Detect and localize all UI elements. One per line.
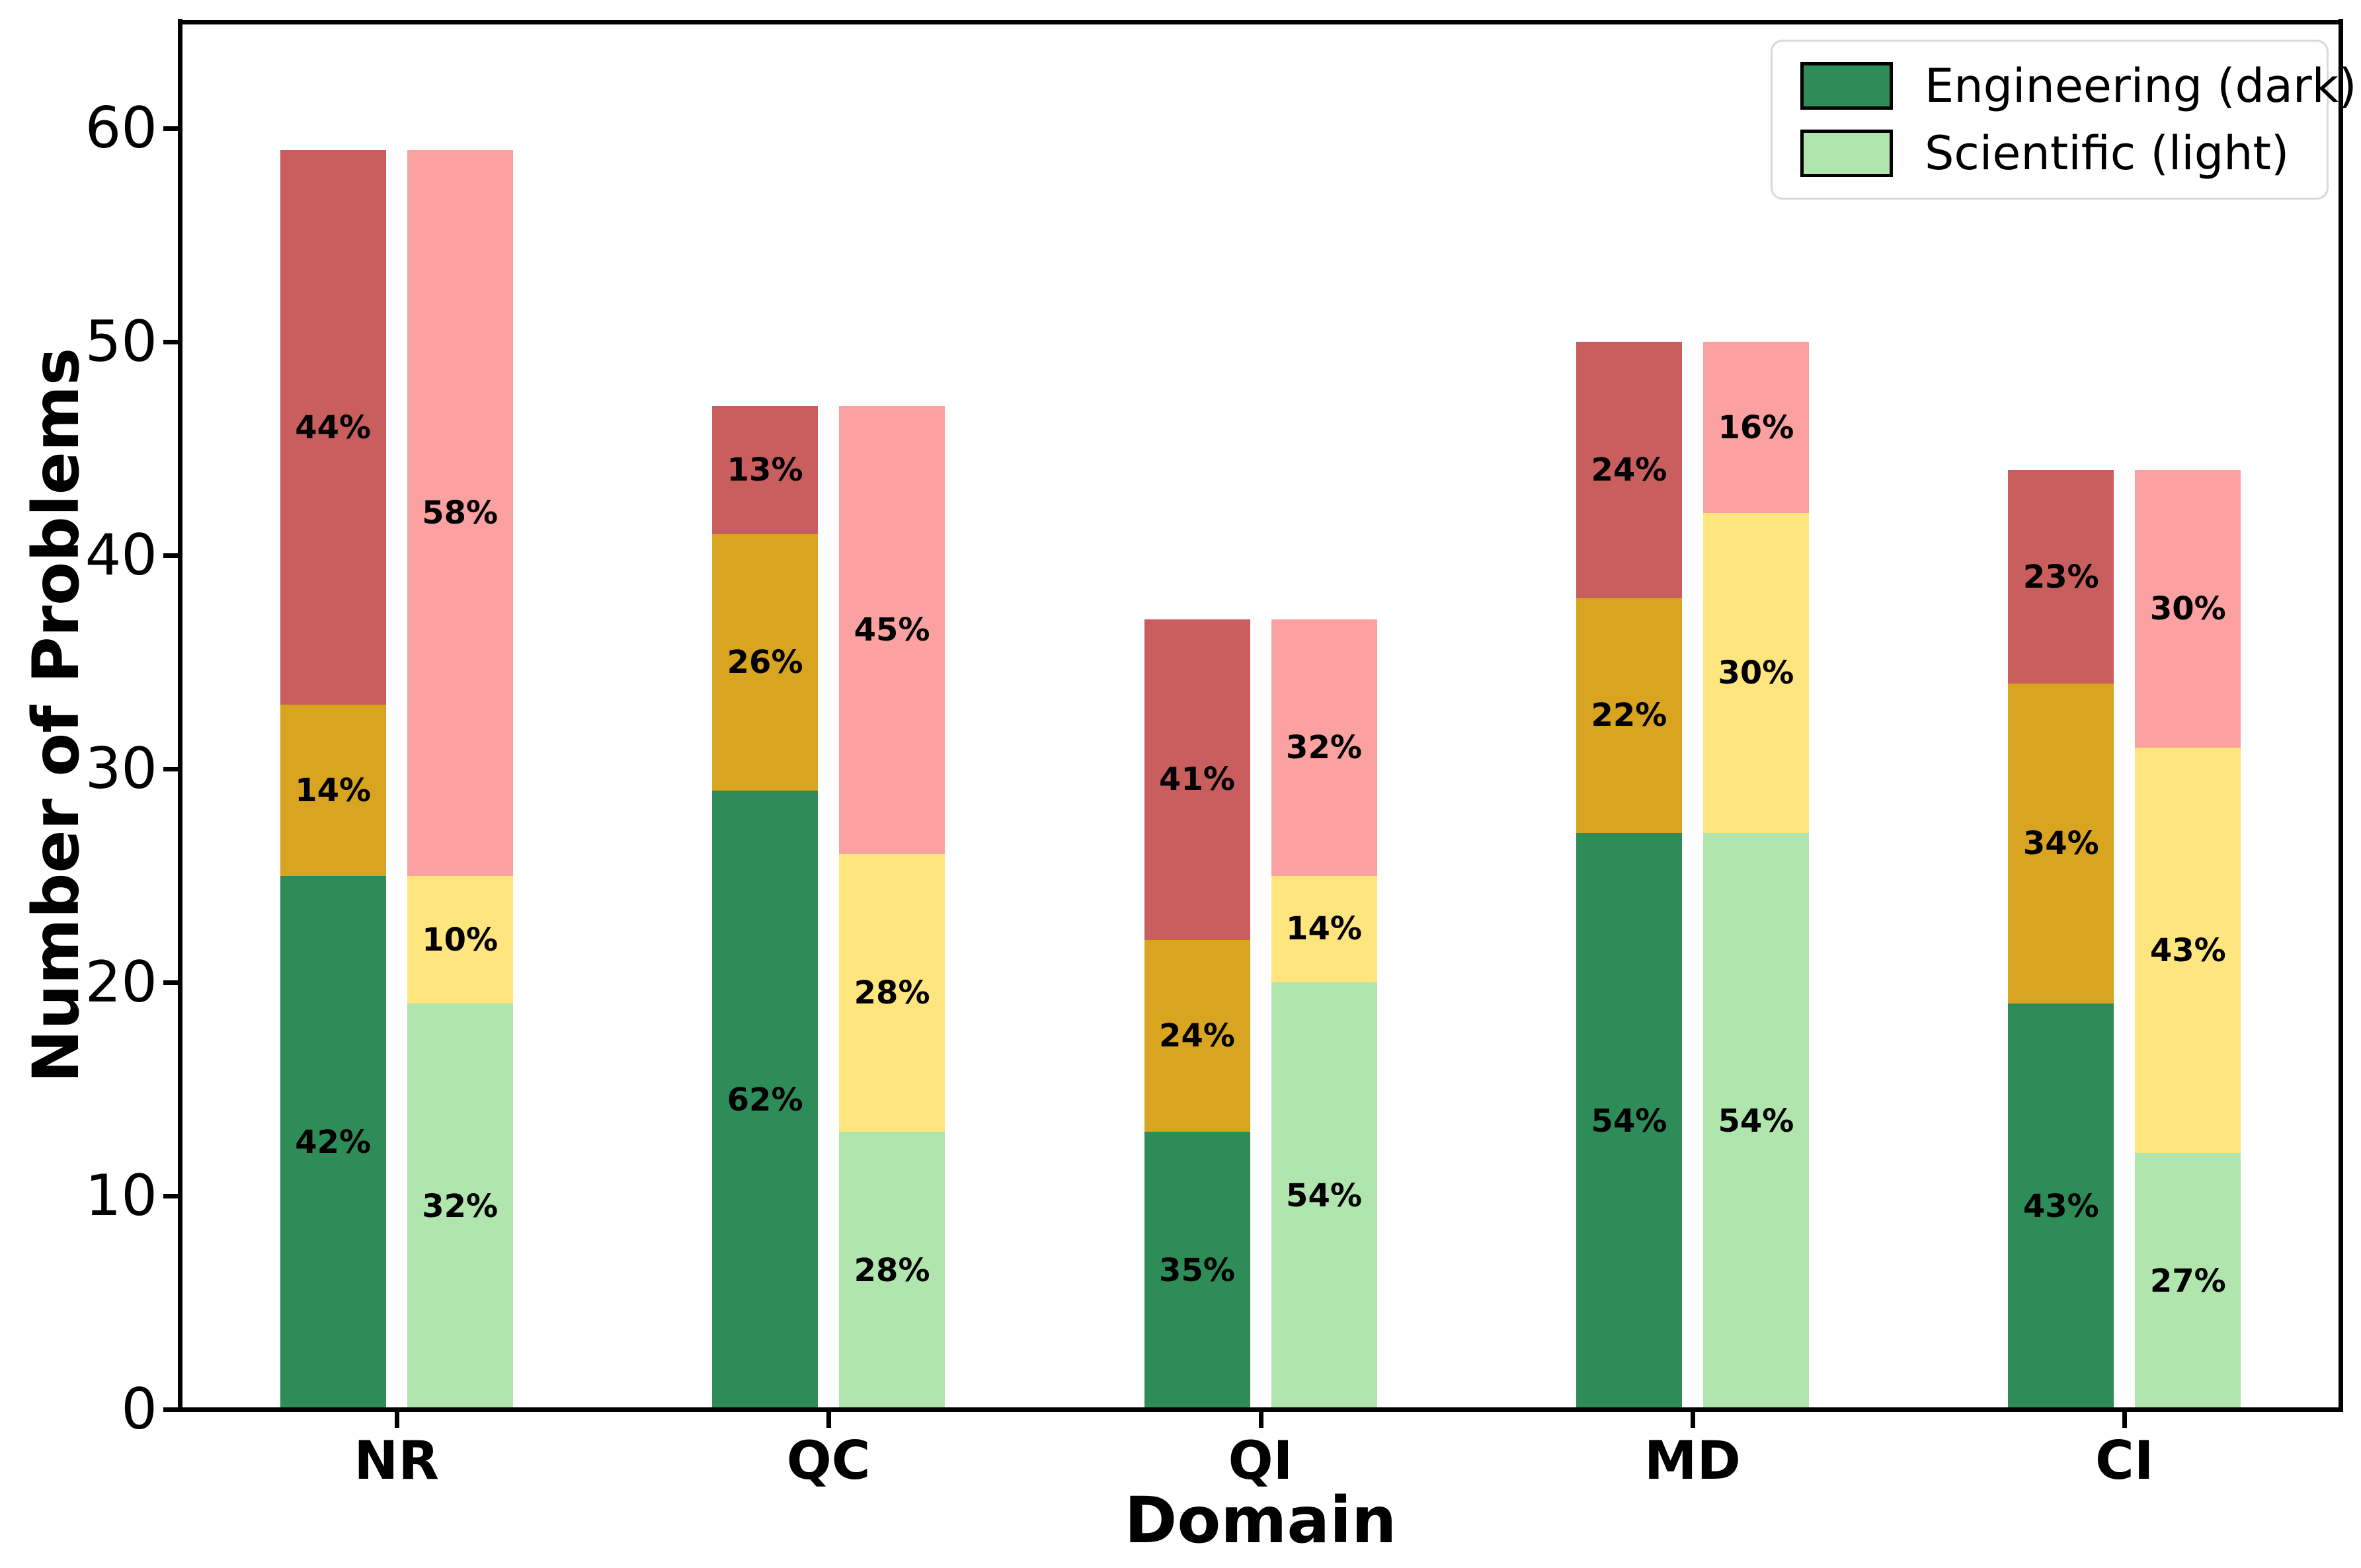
bar-segment-label: 34% [2022, 825, 2099, 863]
y-tick-label: 60 [85, 95, 157, 162]
y-tick [163, 1194, 178, 1199]
x-tick [1258, 1412, 1263, 1428]
top-spine [178, 20, 2343, 24]
bar-qi-scientific-segment-2 [1271, 619, 1377, 876]
bar-qi-engineering-segment-0 [1144, 1132, 1250, 1409]
bar-qi-engineering-segment-2 [1144, 619, 1250, 940]
bar-md-scientific-segment-0 [1702, 833, 1809, 1409]
bar-md-scientific-segment-2 [1702, 342, 1809, 513]
bar-md-engineering-segment-1 [1576, 598, 1682, 834]
x-tick-label-ci: CI [2095, 1430, 2154, 1491]
bar-segment-label: 54% [1286, 1177, 1362, 1215]
bar-segment-label: 32% [422, 1188, 499, 1226]
y-tick-label: 0 [121, 1376, 157, 1442]
x-axis-label: Domain [1124, 1483, 1397, 1557]
bar-qi-scientific-segment-1 [1271, 875, 1377, 983]
y-tick [163, 340, 178, 345]
bar-segment-label: 43% [2022, 1188, 2099, 1226]
bar-segment-label: 30% [2149, 590, 2226, 628]
bar-qc-scientific-segment-1 [839, 854, 945, 1132]
bar-qc-engineering-segment-1 [712, 534, 819, 791]
bar-ci-engineering-segment-0 [2008, 1003, 2114, 1409]
bar-segment-label: 22% [1591, 697, 1667, 734]
x-tick [394, 1412, 399, 1428]
y-tick-label: 20 [85, 949, 157, 1016]
y-tick [163, 126, 178, 132]
bar-nr-engineering-segment-0 [280, 875, 386, 1409]
bar-segment-label: 54% [1591, 1103, 1667, 1140]
x-tick-label-qi: QI [1228, 1430, 1293, 1491]
bar-segment-label: 32% [1286, 728, 1362, 766]
bar-qi-engineering-segment-1 [1144, 939, 1250, 1132]
legend-swatch-scientific [1800, 130, 1893, 177]
y-tick [163, 553, 178, 559]
y-tick-label: 10 [85, 1163, 157, 1230]
x-tick-label-nr: NR [354, 1430, 439, 1491]
bar-ci-engineering-segment-2 [2008, 470, 2114, 684]
bar-qc-engineering-segment-0 [712, 790, 819, 1409]
bar-qc-engineering-segment-2 [712, 406, 819, 534]
legend-label-scientific: Scientific (light) [1925, 126, 2290, 180]
bar-segment-label: 14% [295, 771, 372, 809]
legend-label-engineering: Engineering (dark) [1925, 59, 2357, 113]
legend-swatch-engineering [1800, 62, 1893, 110]
y-tick [163, 767, 178, 772]
bar-qc-scientific-segment-0 [839, 1132, 945, 1409]
bar-segment-label: 41% [1159, 761, 1235, 799]
bar-nr-scientific-segment-1 [407, 875, 513, 1004]
bar-segment-label: 26% [727, 643, 803, 681]
bar-segment-label: 58% [422, 494, 499, 531]
bar-segment-label: 44% [295, 409, 372, 446]
bar-segment-label: 10% [422, 921, 499, 959]
bar-ci-engineering-segment-1 [2008, 684, 2114, 1004]
bottom-spine [178, 1407, 2343, 1412]
bar-segment-label: 24% [1591, 451, 1667, 489]
bar-md-engineering-segment-2 [1576, 342, 1682, 598]
bar-segment-label: 24% [1159, 1017, 1235, 1054]
bar-segment-label: 13% [727, 451, 803, 489]
bar-segment-label: 23% [2022, 558, 2099, 596]
bar-segment-label: 27% [2149, 1263, 2226, 1300]
legend-item-engineering: Engineering (dark) [1800, 59, 2357, 113]
bar-segment-label: 42% [295, 1124, 372, 1161]
bar-ci-scientific-segment-0 [2135, 1153, 2241, 1409]
y-tick-label: 50 [85, 309, 157, 375]
y-tick [163, 980, 178, 986]
bar-qc-scientific-segment-2 [839, 406, 945, 855]
bar-qi-scientific-segment-0 [1271, 982, 1377, 1409]
x-tick [826, 1412, 832, 1428]
left-spine [178, 19, 182, 1412]
x-tick-label-md: MD [1644, 1430, 1741, 1491]
legend-item-scientific: Scientific (light) [1800, 126, 2299, 180]
bar-segment-label: 28% [854, 974, 930, 1012]
bar-segment-label: 62% [727, 1081, 803, 1118]
x-tick [2122, 1412, 2128, 1428]
bar-nr-engineering-segment-2 [280, 149, 386, 705]
x-tick-label-qc: QC [786, 1430, 871, 1491]
bar-md-engineering-segment-0 [1576, 833, 1682, 1409]
bar-ci-scientific-segment-1 [2135, 747, 2241, 1154]
y-tick-label: 40 [85, 522, 157, 589]
y-tick-label: 30 [85, 736, 157, 803]
bar-segment-label: 43% [2149, 931, 2226, 969]
bar-segment-label: 16% [1718, 409, 1794, 446]
bar-md-scientific-segment-1 [1702, 512, 1809, 834]
right-spine [2339, 19, 2343, 1412]
bar-segment-label: 14% [1286, 910, 1362, 948]
bar-segment-label: 35% [1159, 1252, 1235, 1290]
bar-segment-label: 45% [854, 611, 930, 649]
y-tick [163, 1407, 178, 1412]
bar-segment-label: 54% [1718, 1103, 1794, 1140]
bar-nr-scientific-segment-2 [407, 149, 513, 876]
bar-nr-engineering-segment-1 [280, 705, 386, 876]
bar-nr-scientific-segment-0 [407, 1003, 513, 1409]
bar-segment-label: 30% [1718, 654, 1794, 691]
x-tick [1690, 1412, 1695, 1428]
bar-segment-label: 28% [854, 1252, 930, 1290]
legend: Engineering (dark) Scientific (light) [1771, 40, 2357, 200]
bar-ci-scientific-segment-2 [2135, 470, 2241, 748]
